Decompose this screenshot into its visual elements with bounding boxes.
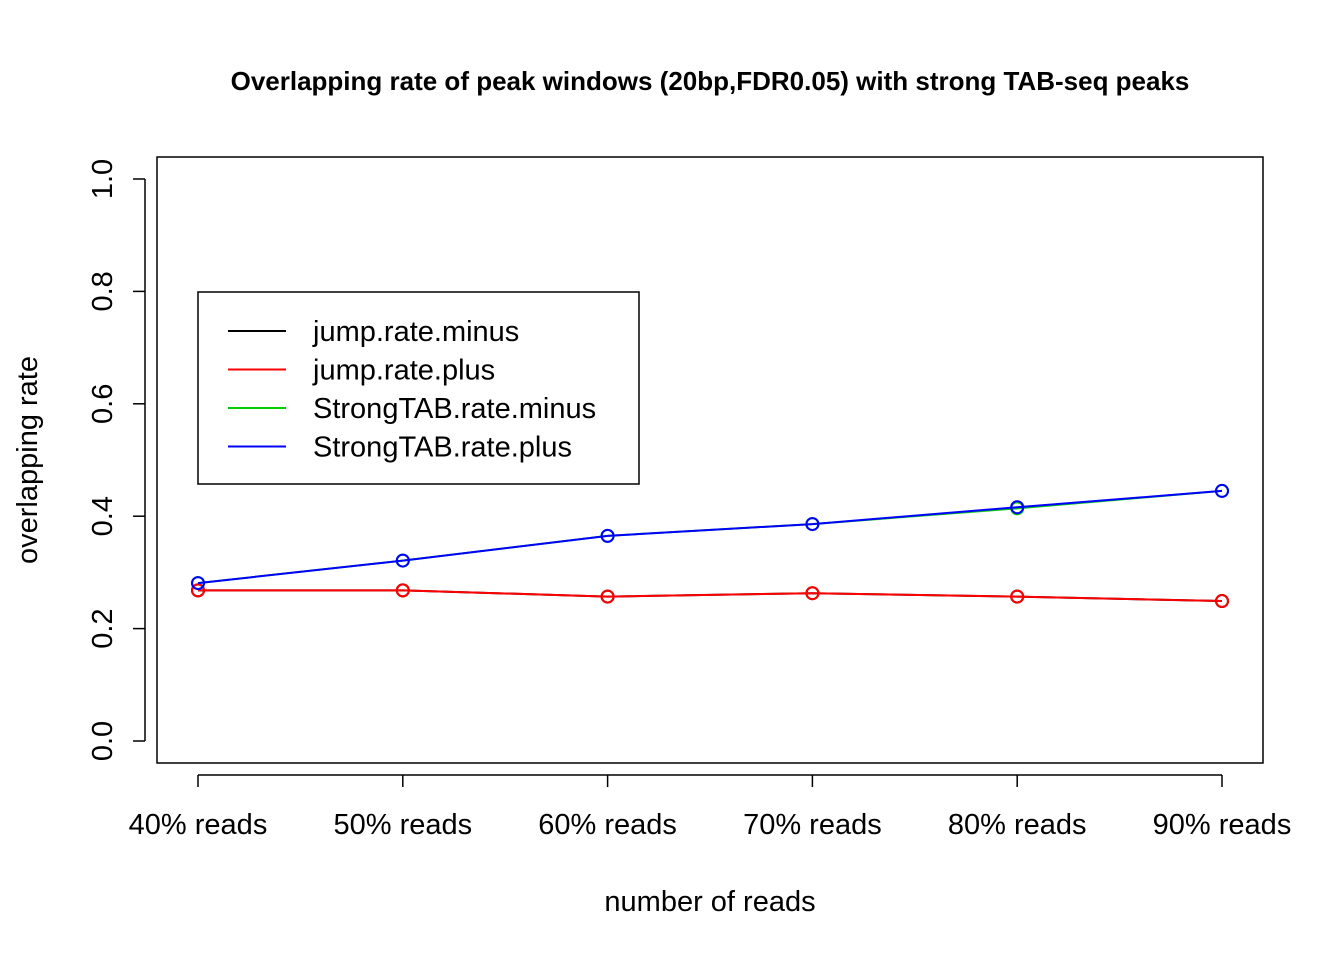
data-point	[395, 583, 410, 598]
data-point	[191, 583, 205, 598]
y-tick-label: 0.0	[87, 721, 119, 761]
x-tick-label: 90% reads	[1153, 809, 1292, 841]
legend-label: StrongTAB.rate.minus	[313, 393, 596, 425]
x-tick-label: 40% reads	[129, 809, 268, 841]
legend-label: StrongTAB.rate.plus	[313, 432, 572, 464]
legend-label: jump.rate.plus	[312, 355, 495, 387]
x-axis: 40% reads 50% reads 60% reads 70% reads 80% …	[129, 774, 1292, 841]
data-point	[805, 517, 820, 532]
data-point	[1215, 483, 1229, 498]
chart-title: Overlapping rate of peak windows (20bp,F…	[231, 66, 1190, 96]
data-point	[191, 576, 205, 591]
data-point	[1215, 594, 1229, 609]
series-line	[198, 589, 1223, 603]
x-axis-label: number of reads	[604, 886, 815, 918]
series-line	[197, 489, 1223, 585]
data-point	[1010, 500, 1025, 515]
data-point	[395, 553, 410, 568]
y-tick-label: 1.0	[87, 159, 119, 199]
y-tick-label: 0.8	[87, 271, 119, 311]
data-point	[805, 586, 820, 601]
y-tick-label: 0.4	[87, 496, 119, 536]
legend: jump.rate.minus jump.rate.plus StrongTAB.r…	[197, 291, 640, 485]
series-line	[197, 489, 1223, 585]
plot-frame	[156, 156, 1264, 764]
y-axis: 0.0 0.2 0.4 0.6 0.8 1.0	[87, 159, 146, 761]
legend-box	[197, 291, 640, 485]
x-tick-label: 80% reads	[948, 809, 1087, 841]
legend-label: jump.rate.minus	[312, 316, 519, 348]
x-tick-label: 70% reads	[743, 809, 882, 841]
x-tick-label: 60% reads	[538, 809, 677, 841]
y-tick-label: 0.2	[87, 608, 119, 648]
data-point	[600, 528, 615, 543]
series-layer	[191, 483, 1229, 609]
y-tick-label: 0.6	[87, 384, 119, 424]
x-tick-label: 50% reads	[333, 809, 472, 841]
data-point	[1010, 589, 1025, 604]
y-axis-label: overlapping rate	[12, 356, 44, 564]
data-point	[600, 589, 615, 604]
